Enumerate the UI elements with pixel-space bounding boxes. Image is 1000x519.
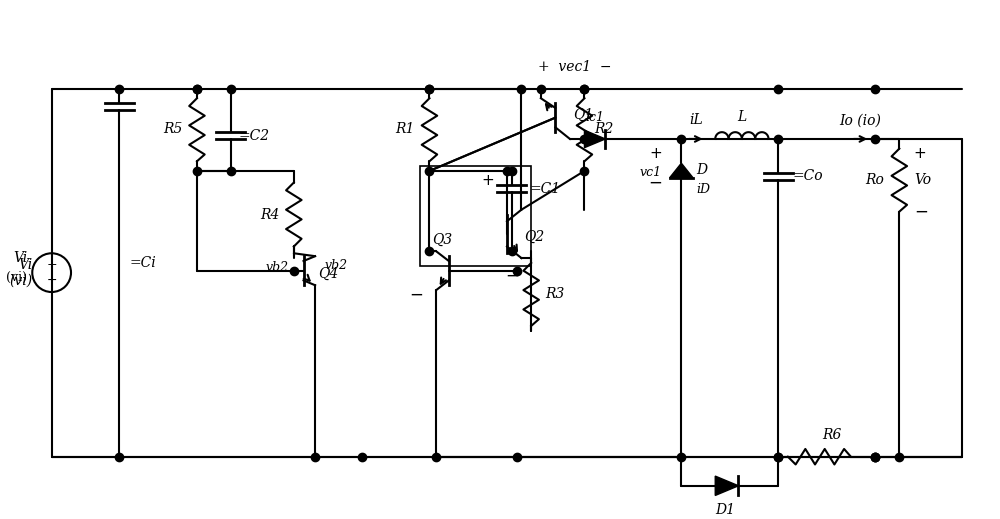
Bar — [420, 166, 531, 266]
Text: L: L — [737, 111, 747, 125]
Text: −: − — [409, 286, 423, 304]
Text: +  vec1  −: + vec1 − — [538, 60, 612, 74]
Text: Ro: Ro — [866, 173, 885, 187]
Text: +: + — [481, 173, 494, 188]
Text: =C2: =C2 — [239, 129, 270, 143]
Text: R2: R2 — [594, 122, 614, 136]
Text: −: − — [46, 274, 57, 287]
Text: Q1: Q1 — [573, 108, 593, 122]
Polygon shape — [670, 163, 693, 177]
Text: R1: R1 — [396, 122, 415, 136]
Text: Vo: Vo — [914, 173, 931, 187]
Text: Vi: Vi — [13, 251, 27, 265]
Text: iL: iL — [689, 113, 703, 127]
Text: vb2: vb2 — [325, 260, 348, 272]
Text: D: D — [696, 163, 707, 177]
Text: D1: D1 — [715, 503, 735, 517]
Text: =Co: =Co — [793, 169, 823, 183]
Text: ic1: ic1 — [585, 112, 604, 125]
Text: Q4: Q4 — [318, 267, 338, 281]
Polygon shape — [715, 476, 738, 496]
Text: −: − — [505, 267, 519, 284]
Text: Q2: Q2 — [524, 230, 545, 244]
Text: R4: R4 — [260, 208, 279, 222]
Text: R5: R5 — [163, 122, 182, 136]
Text: =Ci: =Ci — [129, 256, 156, 270]
Text: iD: iD — [696, 183, 710, 196]
Text: R3: R3 — [546, 288, 565, 302]
Text: vb2: vb2 — [266, 261, 289, 275]
Text: Vi
(vi): Vi (vi) — [9, 257, 32, 288]
Text: Q3: Q3 — [432, 233, 452, 247]
Text: vc1: vc1 — [640, 167, 662, 180]
Text: −: − — [914, 202, 928, 221]
Text: =C1: =C1 — [529, 182, 560, 196]
Text: R6: R6 — [822, 428, 841, 442]
Text: +: + — [649, 146, 662, 161]
Text: +: + — [914, 146, 927, 161]
Text: −: − — [648, 173, 662, 192]
Text: (vi): (vi) — [6, 271, 27, 284]
Text: Io (io): Io (io) — [840, 113, 881, 127]
Polygon shape — [584, 130, 605, 148]
Text: +: + — [46, 258, 57, 271]
